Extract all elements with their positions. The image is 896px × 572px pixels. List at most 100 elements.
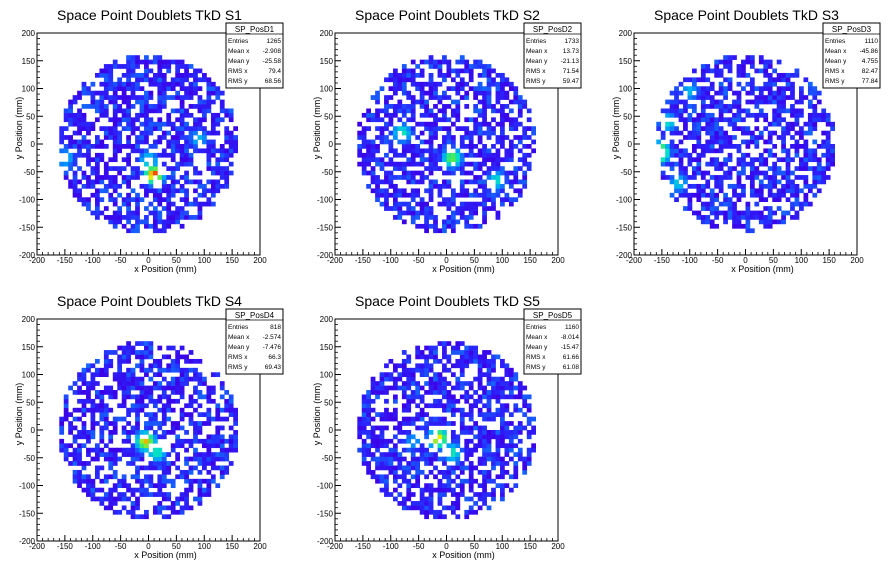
heatmap-cell: [696, 170, 702, 176]
heatmap-cell: [442, 183, 447, 189]
heatmap-cell: [81, 152, 87, 158]
heatmap-cell: [388, 469, 394, 475]
heatmap-cell: [161, 188, 167, 194]
heatmap-cell: [687, 183, 693, 189]
heatmap-cell: [415, 72, 421, 78]
heatmap-cell: [99, 447, 105, 453]
heatmap-cell: [197, 215, 203, 220]
heatmap-cell: [830, 148, 835, 154]
heatmap-cell: [166, 201, 172, 207]
y-tick-label: 50: [324, 398, 333, 407]
heatmap-cell: [63, 452, 69, 457]
heatmap-cell: [450, 201, 456, 207]
heatmap-cell: [767, 148, 773, 154]
x-tick-label: 50: [172, 542, 181, 551]
heatmap-cell: [179, 496, 185, 502]
heatmap-cell: [388, 104, 394, 109]
heatmap-cell: [446, 456, 452, 462]
heatmap-cell: [90, 434, 96, 440]
heatmap-cell: [433, 112, 438, 118]
heatmap-cell: [392, 381, 398, 386]
heatmap-cell: [428, 148, 434, 154]
heatmap-cell: [210, 456, 216, 462]
heatmap-cell: [219, 456, 225, 462]
heatmap-cell: [700, 206, 706, 211]
heatmap-cell: [406, 407, 412, 413]
heatmap-cell: [799, 130, 804, 136]
heatmap-cell: [184, 135, 189, 140]
heatmap-cell: [108, 487, 114, 493]
heatmap-cell: [148, 179, 154, 185]
heatmap-cell: [139, 465, 145, 471]
heatmap-cell: [428, 509, 434, 515]
heatmap-cell: [723, 55, 728, 60]
heatmap-cell: [375, 381, 380, 386]
heatmap-cell: [477, 130, 483, 136]
heatmap-cell: [144, 345, 149, 351]
heatmap-cell: [513, 385, 519, 391]
heatmap-cell: [228, 443, 234, 449]
heatmap-cell: [126, 192, 131, 198]
heatmap-cell: [799, 112, 804, 118]
heatmap-cell: [508, 394, 514, 400]
heatmap-cell: [486, 407, 492, 413]
heatmap-cell: [785, 148, 791, 154]
heatmap-cell: [152, 166, 158, 171]
heatmap-cell: [77, 430, 82, 435]
heatmap-cell: [723, 104, 728, 109]
heatmap-cell: [406, 161, 412, 167]
heatmap-cell: [193, 130, 198, 136]
heatmap-cell: [709, 157, 715, 163]
heatmap-cell: [121, 86, 127, 92]
heatmap-cell: [126, 341, 131, 346]
heatmap-cell: [72, 188, 78, 194]
heatmap-cell: [117, 108, 123, 114]
heatmap-cell: [144, 99, 149, 105]
heatmap-cell: [410, 144, 416, 149]
heatmap-cell: [77, 148, 82, 154]
heatmap-cell: [508, 99, 514, 105]
heatmap-cell: [139, 350, 145, 355]
heatmap-cell: [504, 170, 510, 176]
heatmap-cell: [117, 183, 123, 189]
heatmap-cell: [785, 197, 791, 203]
chart-panel-1: Space Point Doublets TkD S1-200-200-150-…: [14, 7, 284, 274]
heatmap-cell: [437, 456, 443, 462]
heatmap-cell: [126, 385, 131, 391]
heatmap-cell: [799, 157, 804, 163]
heatmap-cell: [464, 443, 470, 449]
heatmap-cell: [215, 183, 221, 189]
heatmap-cell: [500, 385, 505, 391]
x-tick-label: 0: [146, 256, 151, 265]
heatmap-cell: [126, 381, 131, 386]
heatmap-cell: [522, 179, 528, 185]
heatmap-cell: [732, 201, 737, 207]
heatmap-cell: [86, 478, 91, 484]
heatmap-cell: [166, 215, 172, 220]
heatmap-cell: [103, 403, 109, 409]
heatmap-cell: [357, 144, 363, 149]
heatmap-cell: [108, 452, 114, 457]
heatmap-cell: [179, 412, 185, 417]
heatmap-cell: [665, 152, 670, 158]
heatmap-cell: [522, 394, 528, 400]
heatmap-cell: [486, 206, 492, 211]
heatmap-cell: [428, 443, 434, 449]
y-tick-label: 100: [320, 371, 334, 380]
heatmap-cell: [206, 148, 212, 154]
heatmap-cell: [508, 201, 514, 207]
heatmap-cell: [179, 215, 185, 220]
heatmap-cell: [705, 64, 711, 69]
heatmap-cell: [139, 447, 145, 453]
heatmap-cell: [139, 99, 145, 105]
heatmap-cell: [388, 117, 394, 123]
heatmap-cell: [459, 95, 465, 100]
heatmap-cell: [741, 223, 746, 229]
heatmap-cell: [126, 201, 131, 207]
heatmap-cell: [188, 376, 194, 382]
heatmap-cell: [357, 121, 363, 127]
x-tick-label: -50: [413, 542, 425, 551]
heatmap-cell: [776, 90, 782, 96]
heatmap-cell: [495, 443, 501, 449]
heatmap-cell: [166, 363, 172, 369]
